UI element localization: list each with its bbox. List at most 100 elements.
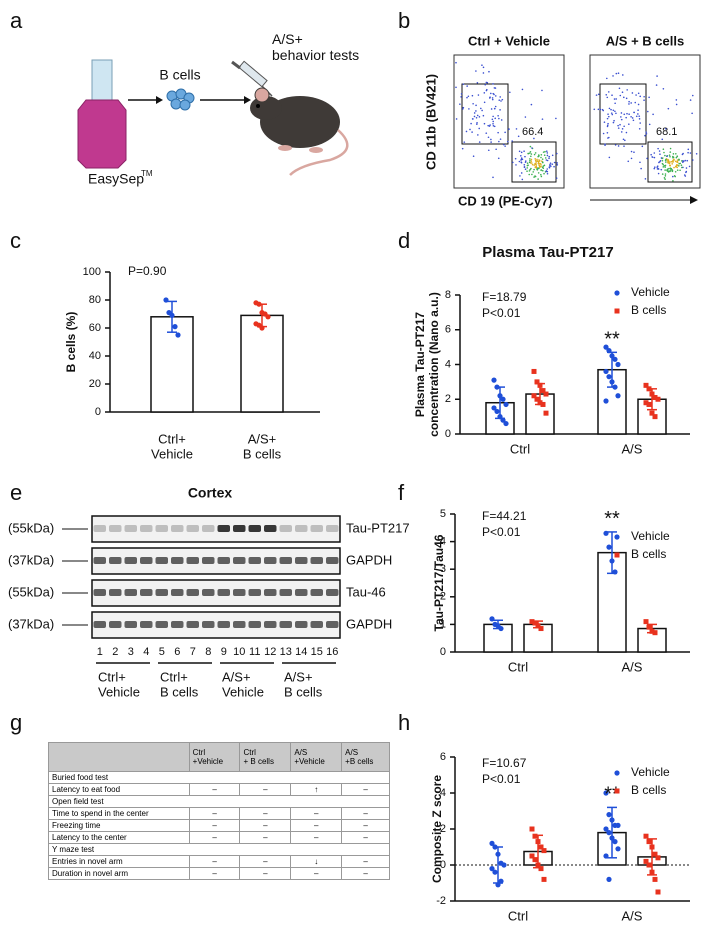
y-axis-label: B cells (%) (64, 312, 78, 373)
data-point (529, 853, 535, 859)
event-dot (661, 138, 664, 141)
event-dot (663, 177, 666, 179)
event-dot (540, 164, 542, 166)
event-dot (675, 152, 677, 155)
event-dot (676, 155, 679, 158)
event-dot (667, 162, 670, 164)
event-dot (499, 109, 501, 111)
event-dot (465, 130, 468, 133)
event-dot (467, 95, 470, 98)
event-dot (491, 98, 494, 101)
data-point (172, 324, 178, 330)
data-point (606, 812, 612, 818)
event-dot (653, 152, 656, 154)
event-dot (662, 87, 665, 90)
event-dot (529, 151, 532, 153)
event-dot (676, 161, 678, 163)
event-dot (657, 147, 659, 150)
table-row: Buried food test (48, 771, 390, 784)
blot-band (140, 557, 153, 564)
event-dot (613, 119, 615, 122)
event-dot (673, 159, 675, 161)
event-dot (666, 155, 668, 157)
y-axis-label: Plasma Tau-PT217concentration (Nano a.u.… (413, 292, 441, 437)
data-point (537, 382, 543, 388)
event-dot (477, 94, 480, 96)
event-dot (530, 160, 533, 162)
event-dot (537, 172, 540, 174)
x-tick-label: Ctrl (510, 441, 530, 456)
band-size: (37kDa) (8, 616, 54, 631)
blot-band (217, 557, 230, 564)
event-dot (529, 145, 532, 148)
data-point (652, 876, 658, 882)
event-dot (653, 167, 656, 170)
blot-band (155, 557, 168, 564)
event-dot (541, 161, 544, 164)
blot-band (326, 525, 339, 532)
event-dot (509, 91, 511, 94)
event-dot (485, 132, 488, 134)
event-dot (623, 145, 625, 147)
event-dot (669, 164, 671, 167)
table-row: Entries in novel arm – – ↓ – (48, 855, 390, 868)
blot-band (140, 525, 153, 532)
event-dot (462, 106, 465, 109)
event-dot (664, 161, 667, 163)
event-dot (637, 113, 639, 115)
data-point (655, 396, 661, 402)
event-dot (455, 118, 458, 120)
event-dot (606, 77, 608, 80)
event-dot (664, 169, 666, 171)
data-point (606, 876, 612, 883)
blot-band (326, 621, 339, 628)
data-point (497, 414, 503, 420)
table-cell: – (239, 867, 292, 880)
data-point (615, 393, 621, 399)
event-dot (537, 162, 540, 165)
data-point (495, 851, 501, 857)
event-dot (476, 121, 478, 124)
x-tick-label: A/S (622, 659, 643, 674)
x-tick-label: Ctrl (508, 908, 528, 923)
event-dot (630, 116, 632, 118)
data-point (497, 393, 503, 399)
panel-letter: d (398, 228, 410, 253)
event-dot (613, 98, 616, 100)
event-dot (491, 118, 494, 121)
event-dot (527, 152, 529, 155)
event-dot (681, 166, 683, 169)
blot-band (202, 589, 215, 596)
y-tick-label: 4 (445, 358, 451, 370)
gate (599, 83, 647, 145)
event-dot (612, 75, 614, 77)
data-point (540, 401, 546, 407)
event-dot (523, 163, 526, 166)
data-point (612, 356, 618, 362)
band-size: (55kDa) (8, 584, 54, 599)
event-dot (666, 170, 669, 172)
event-dot (543, 172, 545, 175)
event-dot (517, 135, 520, 138)
blot-band (202, 557, 215, 564)
row-label: Time to spend in the center (48, 807, 190, 820)
data-point (615, 822, 621, 829)
event-dot (625, 97, 628, 100)
event-dot (483, 101, 486, 104)
blot-band (186, 621, 199, 628)
event-dot (546, 170, 549, 173)
data-point (543, 410, 549, 416)
blot-band (109, 557, 122, 564)
syringe (231, 60, 273, 97)
event-dot (486, 88, 488, 91)
event-dot (628, 103, 630, 105)
event-dot (518, 150, 521, 153)
legend-marker (614, 552, 620, 558)
event-dot (478, 141, 481, 143)
data-point (541, 848, 547, 854)
section-label: Y maze test (48, 843, 390, 856)
blot-band (171, 557, 184, 564)
lane-number: 3 (128, 646, 134, 658)
flow-title: A/S + B cells (606, 33, 684, 48)
